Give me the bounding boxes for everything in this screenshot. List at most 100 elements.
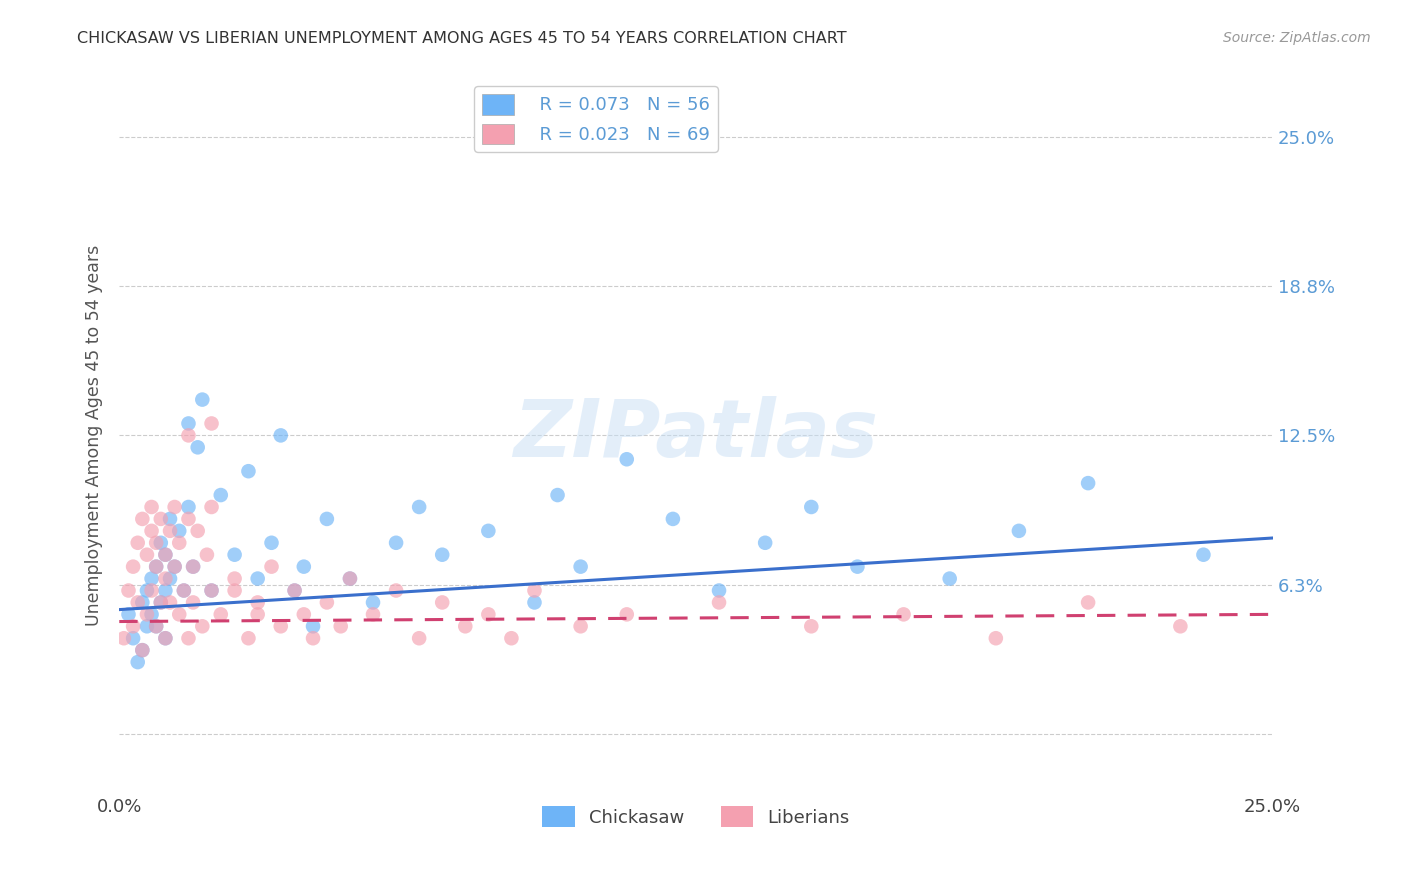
- Point: [127, 595, 149, 609]
- Point: [155, 632, 177, 646]
- Point: [302, 632, 325, 646]
- Point: [200, 583, 222, 598]
- Point: [159, 595, 181, 609]
- Point: [938, 572, 960, 586]
- Point: [339, 572, 361, 586]
- Point: [432, 548, 454, 562]
- Point: [145, 619, 167, 633]
- Point: [163, 500, 186, 514]
- Point: [167, 535, 190, 549]
- Point: [191, 619, 214, 633]
- Point: [155, 632, 177, 646]
- Point: [523, 595, 546, 609]
- Point: [569, 559, 592, 574]
- Point: [1077, 595, 1099, 609]
- Point: [707, 583, 730, 598]
- Point: [131, 643, 153, 657]
- Point: [454, 619, 477, 633]
- Point: [385, 535, 408, 549]
- Point: [260, 535, 283, 549]
- Point: [167, 524, 190, 538]
- Point: [315, 595, 337, 609]
- Point: [181, 559, 204, 574]
- Point: [159, 524, 181, 538]
- Text: CHICKASAW VS LIBERIAN UNEMPLOYMENT AMONG AGES 45 TO 54 YEARS CORRELATION CHART: CHICKASAW VS LIBERIAN UNEMPLOYMENT AMONG…: [77, 31, 846, 46]
- Point: [145, 559, 167, 574]
- Point: [155, 583, 177, 598]
- Point: [141, 583, 163, 598]
- Point: [1192, 548, 1215, 562]
- Point: [136, 619, 159, 633]
- Point: [187, 524, 209, 538]
- Point: [800, 500, 823, 514]
- Point: [432, 595, 454, 609]
- Point: [155, 572, 177, 586]
- Point: [260, 559, 283, 574]
- Point: [136, 548, 159, 562]
- Point: [191, 392, 214, 407]
- Point: [131, 512, 153, 526]
- Point: [292, 559, 315, 574]
- Point: [149, 535, 172, 549]
- Point: [224, 583, 246, 598]
- Point: [893, 607, 915, 622]
- Point: [846, 559, 869, 574]
- Point: [984, 632, 1007, 646]
- Point: [173, 583, 195, 598]
- Point: [302, 619, 325, 633]
- Point: [707, 595, 730, 609]
- Point: [173, 583, 195, 598]
- Point: [477, 524, 499, 538]
- Point: [141, 572, 163, 586]
- Point: [238, 632, 260, 646]
- Point: [246, 572, 269, 586]
- Point: [177, 428, 200, 442]
- Point: [292, 607, 315, 622]
- Point: [187, 440, 209, 454]
- Point: [167, 607, 190, 622]
- Point: [181, 559, 204, 574]
- Legend: Chickasaw, Liberians: Chickasaw, Liberians: [536, 799, 856, 834]
- Point: [177, 632, 200, 646]
- Point: [224, 548, 246, 562]
- Point: [246, 595, 269, 609]
- Point: [131, 643, 153, 657]
- Point: [181, 595, 204, 609]
- Point: [329, 619, 352, 633]
- Point: [177, 417, 200, 431]
- Point: [1077, 476, 1099, 491]
- Point: [149, 512, 172, 526]
- Point: [177, 500, 200, 514]
- Text: Source: ZipAtlas.com: Source: ZipAtlas.com: [1223, 31, 1371, 45]
- Point: [117, 583, 139, 598]
- Y-axis label: Unemployment Among Ages 45 to 54 years: Unemployment Among Ages 45 to 54 years: [86, 244, 103, 626]
- Point: [315, 512, 337, 526]
- Point: [361, 607, 384, 622]
- Point: [284, 583, 307, 598]
- Point: [141, 500, 163, 514]
- Point: [238, 464, 260, 478]
- Point: [136, 583, 159, 598]
- Point: [200, 417, 222, 431]
- Point: [477, 607, 499, 622]
- Point: [284, 583, 307, 598]
- Point: [127, 535, 149, 549]
- Point: [200, 500, 222, 514]
- Point: [408, 500, 430, 514]
- Point: [122, 632, 145, 646]
- Point: [385, 583, 408, 598]
- Point: [616, 452, 638, 467]
- Point: [523, 583, 546, 598]
- Point: [200, 583, 222, 598]
- Point: [112, 632, 135, 646]
- Point: [141, 607, 163, 622]
- Point: [159, 512, 181, 526]
- Point: [145, 535, 167, 549]
- Point: [501, 632, 523, 646]
- Point: [122, 559, 145, 574]
- Point: [662, 512, 685, 526]
- Point: [117, 607, 139, 622]
- Point: [339, 572, 361, 586]
- Point: [149, 595, 172, 609]
- Point: [127, 655, 149, 669]
